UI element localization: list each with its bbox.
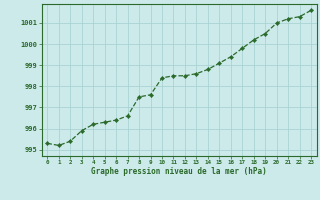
X-axis label: Graphe pression niveau de la mer (hPa): Graphe pression niveau de la mer (hPa) — [91, 167, 267, 176]
